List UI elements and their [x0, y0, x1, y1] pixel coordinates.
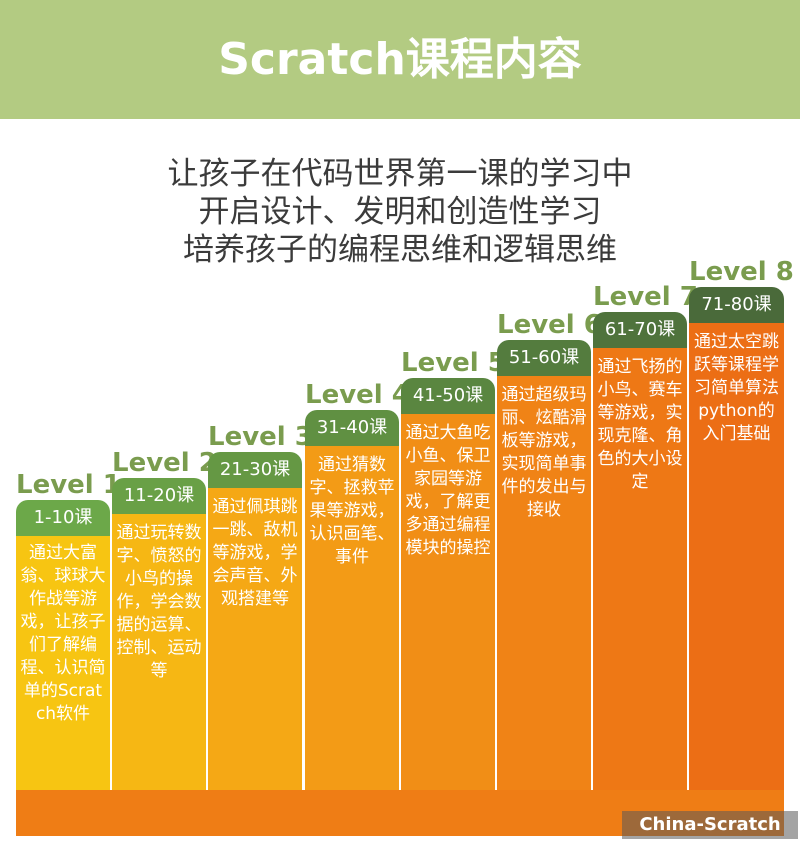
lesson-range: 11-20课: [112, 478, 206, 514]
level-description: 通过猜数字、拯救苹果等游戏，认识画笔、事件: [309, 455, 395, 567]
level-body: 通过猜数字、拯救苹果等游戏，认识画笔、事件: [305, 446, 399, 790]
level-description: 通过太空跳跃等课程学习简单算法python的入门基础: [694, 332, 779, 444]
watermark: China-Scratch: [622, 811, 798, 839]
lesson-range: 61-70课: [593, 312, 687, 348]
level-label: Level 2: [112, 448, 217, 478]
level-column-4: Level 4 31-40课 通过猜数字、拯救苹果等游戏，认识画笔、事件: [305, 380, 410, 790]
level-label: Level 5: [401, 348, 506, 378]
lesson-range: 71-80课: [689, 287, 784, 323]
level-description: 通过大鱼吃小鱼、保卫家园等游戏，了解更多通过编程模块的操控: [405, 423, 491, 558]
level-body: 通过飞扬的小鸟、赛车等游戏，实现克隆、角色的大小设定: [593, 348, 687, 790]
level-column-3: Level 3 21-30课 通过佩琪跳一跳、敌机等游戏，学会声音、外观搭建等: [208, 422, 313, 790]
level-body: 通过大富翁、球球大作战等游戏，让孩子们了解编程、认识简单的Scratch软件: [16, 536, 110, 790]
level-column-7: Level 7 61-70课 通过飞扬的小鸟、赛车等游戏，实现克隆、角色的大小设…: [593, 282, 698, 790]
level-column-6: Level 6 51-60课 通过超级玛丽、炫酷滑板等游戏，实现简单事件的发出与…: [497, 310, 602, 790]
level-body: 通过大鱼吃小鱼、保卫家园等游戏，了解更多通过编程模块的操控: [401, 414, 495, 790]
level-label: Level 7: [593, 282, 698, 312]
level-body: 通过太空跳跃等课程学习简单算法python的入门基础: [689, 323, 784, 790]
level-description: 通过玩转数字、愤怒的小鸟的操作，学会数据的运算、控制、运动等: [116, 523, 202, 681]
lesson-range: 1-10课: [16, 500, 110, 536]
level-label: Level 4: [305, 380, 410, 410]
level-column-8: Level 8 71-80课 通过太空跳跃等课程学习简单算法python的入门基…: [689, 257, 794, 790]
level-description: 通过超级玛丽、炫酷滑板等游戏，实现简单事件的发出与接收: [501, 385, 587, 520]
level-column-2: Level 2 11-20课 通过玩转数字、愤怒的小鸟的操作，学会数据的运算、控…: [112, 448, 217, 790]
level-column-1: Level 1 1-10课 通过大富翁、球球大作战等游戏，让孩子们了解编程、认识…: [16, 470, 121, 790]
level-label: Level 6: [497, 310, 602, 340]
lesson-range: 31-40课: [305, 410, 399, 446]
level-label: Level 1: [16, 470, 121, 500]
level-body: 通过超级玛丽、炫酷滑板等游戏，实现简单事件的发出与接收: [497, 376, 591, 790]
level-description: 通过佩琪跳一跳、敌机等游戏，学会声音、外观搭建等: [212, 497, 298, 609]
page-title: Scratch课程内容: [218, 34, 582, 85]
level-label: Level 8: [689, 257, 794, 287]
level-column-5: Level 5 41-50课 通过大鱼吃小鱼、保卫家园等游戏，了解更多通过编程模…: [401, 348, 506, 790]
level-body: 通过佩琪跳一跳、敌机等游戏，学会声音、外观搭建等: [208, 488, 302, 790]
lesson-range: 41-50课: [401, 378, 495, 414]
intro-line-2: 开启设计、发明和创造性学习: [198, 194, 602, 230]
header-banner: Scratch课程内容: [0, 0, 800, 119]
intro-line-1: 让孩子在代码世界第一课的学习中: [167, 156, 633, 192]
level-description: 通过飞扬的小鸟、赛车等游戏，实现克隆、角色的大小设定: [597, 357, 683, 492]
lesson-range: 51-60课: [497, 340, 591, 376]
level-description: 通过大富翁、球球大作战等游戏，让孩子们了解编程、认识简单的Scratch软件: [20, 543, 106, 724]
level-body: 通过玩转数字、愤怒的小鸟的操作，学会数据的运算、控制、运动等: [112, 514, 206, 790]
lesson-range: 21-30课: [208, 452, 302, 488]
intro-line-3: 培养孩子的编程思维和逻辑思维: [183, 232, 617, 268]
level-label: Level 3: [208, 422, 313, 452]
